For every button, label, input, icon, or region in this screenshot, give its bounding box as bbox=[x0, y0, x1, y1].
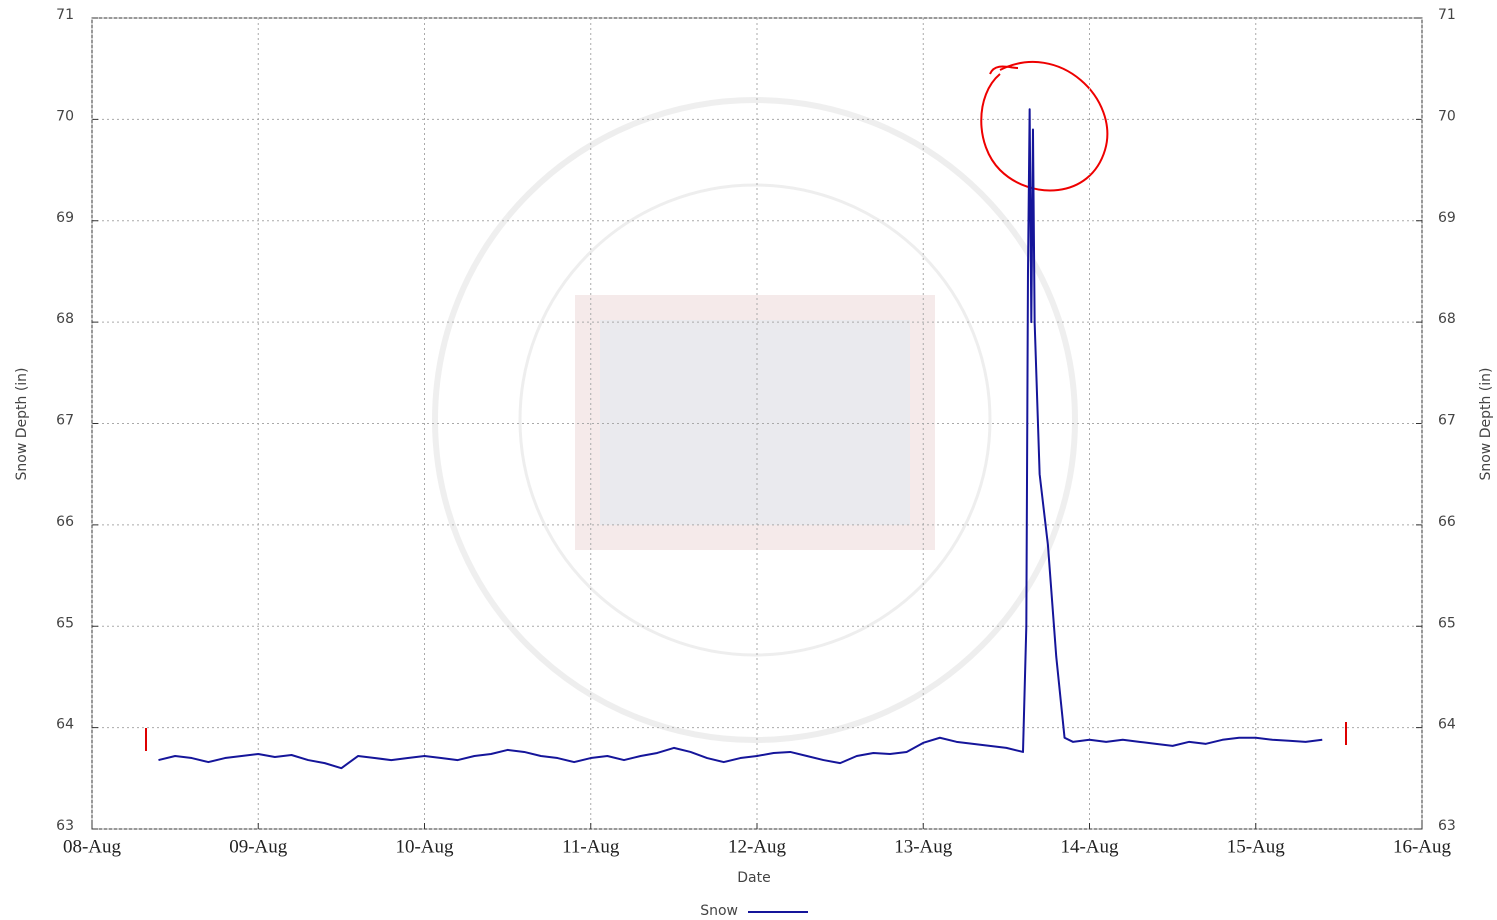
x-tick-label: 16-Aug bbox=[1393, 836, 1452, 857]
annotation-circle bbox=[981, 62, 1107, 191]
y2-tick-label: 67 bbox=[1438, 413, 1456, 429]
y-tick-label: 63 bbox=[56, 818, 74, 834]
x-axis-label: Date bbox=[737, 870, 770, 886]
watermark bbox=[435, 100, 1075, 740]
x-tick-label: 13-Aug bbox=[894, 836, 953, 857]
x-tick-label: 09-Aug bbox=[229, 836, 288, 857]
y2-tick-label: 69 bbox=[1438, 210, 1456, 226]
y-tick-label: 68 bbox=[56, 311, 74, 327]
y2-tick-label: 71 bbox=[1438, 7, 1456, 23]
y-tick-label: 64 bbox=[56, 717, 74, 733]
y-axis-label: Snow Depth (in) bbox=[14, 367, 30, 480]
x-tick-label: 11-Aug bbox=[562, 836, 620, 857]
y-tick-label: 65 bbox=[56, 615, 74, 631]
chart: Snow Depth (in) Snow Depth (in) Date 63 6… bbox=[0, 0, 1497, 920]
y-tick-label: 69 bbox=[56, 210, 74, 226]
y2-tick-label: 65 bbox=[1438, 615, 1456, 631]
y2-axis-label: Snow Depth (in) bbox=[1478, 367, 1494, 480]
y2-tick-label: 68 bbox=[1438, 311, 1456, 327]
y2-tick-label: 63 bbox=[1438, 818, 1456, 834]
x-tick-label: 14-Aug bbox=[1060, 836, 1119, 857]
y2-tick-label: 64 bbox=[1438, 717, 1456, 733]
y-tick-label: 71 bbox=[56, 7, 74, 23]
x-tick-label: 15-Aug bbox=[1227, 836, 1286, 857]
y2-tick-label: 70 bbox=[1438, 108, 1456, 124]
y-tick-label: 66 bbox=[56, 514, 74, 530]
legend-label: Snow bbox=[700, 903, 738, 919]
y-tick-label: 67 bbox=[56, 413, 74, 429]
x-tick-label: 10-Aug bbox=[395, 836, 454, 857]
x-tick-label: 08-Aug bbox=[63, 836, 122, 857]
y2-tick-label: 66 bbox=[1438, 514, 1456, 530]
y-tick-label: 70 bbox=[56, 108, 74, 124]
x-tick-label: 12-Aug bbox=[728, 836, 787, 857]
